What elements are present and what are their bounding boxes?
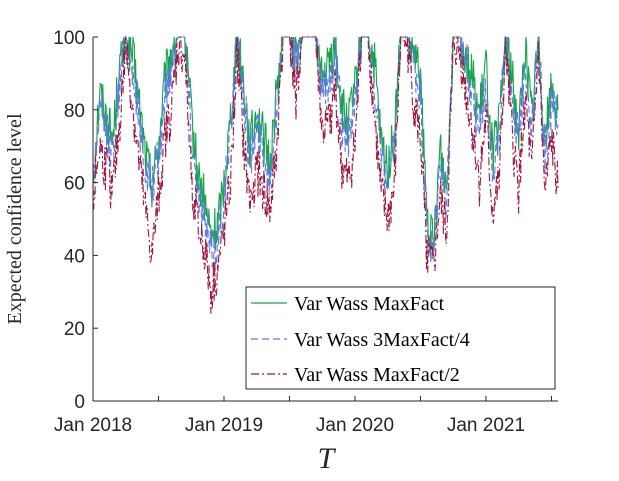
axes [92,37,558,402]
y-tick-label-5: 100 [53,28,85,49]
x-tick-label-3: Jan 2021 [447,415,525,436]
series-line-1 [92,36,559,271]
legend-box [245,286,556,390]
y-tick-label-3: 60 [64,174,85,195]
legend-label-1: Var Wass 3MaxFact/4 [294,329,470,351]
ticks: 0 20 40 60 80 100 Jan 2018 Jan 2019 Jan 2020 Jan … [53,28,552,436]
x-axis-title: T [318,442,337,475]
x-tick-label-0: Jan 2018 [54,415,132,436]
x-tick-label-1: Jan 2019 [185,415,263,436]
y-tick-label-1: 20 [64,319,85,340]
y-tick-label-2: 40 [64,246,85,267]
legend-label-0: Var Wass MaxFact [294,293,445,315]
series-line-2 [92,35,559,314]
y-tick-label-0: 0 [74,392,85,413]
legend-label-2: Var Wass MaxFact/2 [294,364,460,386]
y-axis-title: Expected confidence level [4,113,26,324]
series-layer [92,34,559,314]
legend: Var Wass MaxFact Var Wass 3MaxFact/4 Var… [245,286,556,390]
x-tick-label-2: Jan 2020 [316,415,394,436]
y-tick-label-4: 80 [64,101,85,122]
